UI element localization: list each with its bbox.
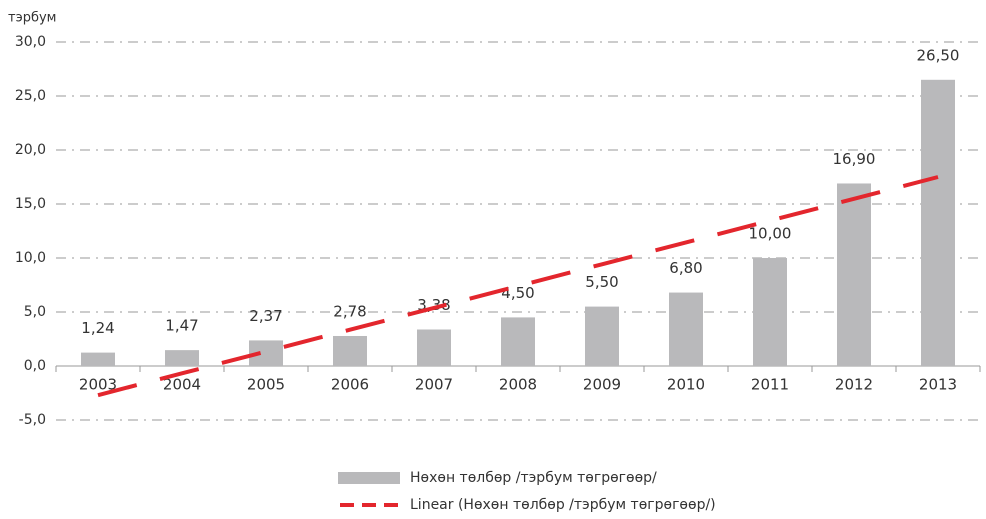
- y-tick-label: 20,0: [15, 142, 46, 158]
- bar: [165, 350, 199, 366]
- bar: [417, 329, 451, 366]
- x-tick-label: 2007: [415, 376, 453, 394]
- x-tick-label: 2006: [331, 376, 369, 394]
- y-tick-label: -5,0: [19, 412, 46, 428]
- data-label: 2,37: [249, 307, 282, 325]
- y-tick-label: 10,0: [15, 250, 46, 266]
- data-label: 2,78: [333, 302, 366, 320]
- bar: [501, 317, 535, 366]
- x-tick-label: 2003: [79, 376, 117, 394]
- data-label: 5,50: [585, 273, 618, 291]
- x-tick-label: 2012: [835, 376, 873, 394]
- data-label: 26,50: [917, 46, 960, 64]
- bar: [837, 183, 871, 366]
- bar: [585, 306, 619, 366]
- x-tick-label: 2009: [583, 376, 621, 394]
- y-tick-label: 25,0: [15, 88, 46, 104]
- legend-label: Нөхөн төлбөр /тэрбум төгрөгөөр/: [410, 470, 657, 486]
- x-tick-label: 2013: [919, 376, 957, 394]
- data-label: 16,90: [833, 150, 876, 168]
- legend-swatch: [338, 472, 400, 484]
- x-tick-label: 2008: [499, 376, 537, 394]
- y-tick-label: 30,0: [15, 34, 46, 50]
- x-tick-label: 2005: [247, 376, 285, 394]
- bar: [921, 79, 955, 367]
- data-label: 1,24: [81, 319, 114, 337]
- bar: [333, 335, 367, 366]
- trend-line: [97, 175, 939, 398]
- y-axis-label: тэрбум: [8, 11, 56, 26]
- data-label: 4,50: [501, 284, 534, 302]
- bar: [81, 352, 115, 366]
- data-label: 6,80: [669, 259, 702, 277]
- x-tick-label: 2010: [667, 376, 705, 394]
- data-label: 10,00: [749, 225, 792, 243]
- bar: [753, 258, 787, 366]
- x-tick-label: 2004: [163, 376, 201, 394]
- data-label: 1,47: [165, 317, 198, 335]
- x-tick-label: 2011: [751, 376, 789, 394]
- y-tick-label: 0,0: [24, 358, 46, 374]
- bar: [669, 292, 703, 366]
- y-tick-label: 15,0: [15, 196, 46, 212]
- y-tick-label: 5,0: [24, 304, 46, 320]
- legend-label: Linear (Нөхөн төлбөр /тэрбум төгрөгөөр/): [410, 497, 716, 513]
